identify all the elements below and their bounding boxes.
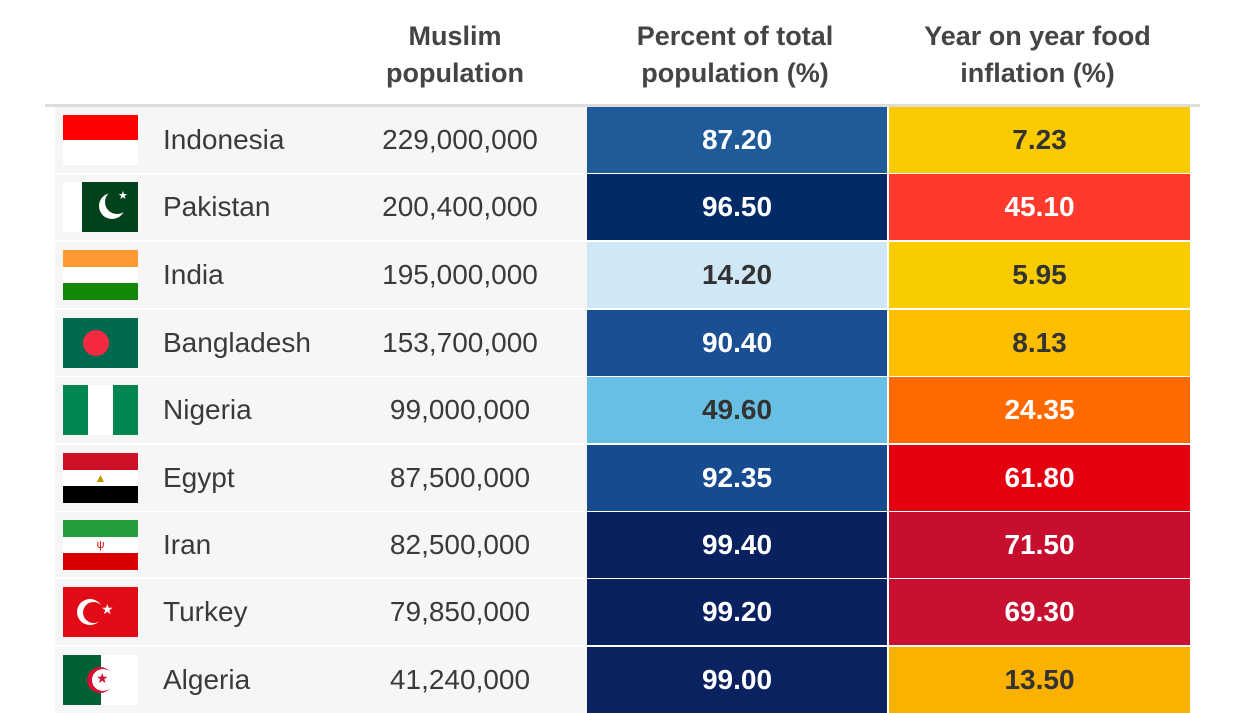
table-row: ★ Pakistan 200,400,000 96.50 45.10	[55, 174, 1190, 240]
bangladesh-flag-icon	[63, 318, 138, 368]
percent-cell: 96.50	[587, 174, 887, 240]
muslim-population: 87,500,000	[389, 462, 531, 493]
nigeria-flag-icon	[63, 385, 138, 435]
table-row: ★ Turkey 79,850,000 99.20 69.30	[55, 579, 1190, 645]
muslim-population: 200,400,000	[382, 191, 538, 222]
country-name: Egypt	[163, 462, 235, 493]
country-name: Algeria	[163, 664, 251, 695]
inflation-cell: 71.50	[889, 512, 1190, 578]
table-row: Nigeria 99,000,000 49.60 24.35	[55, 377, 1190, 443]
header-percent-of-total: Percent of total population (%)	[636, 21, 834, 88]
header-muslim-population: Muslim population	[386, 21, 524, 88]
percent-cell: 99.20	[587, 579, 887, 645]
turkey-flag-icon: ★	[63, 587, 138, 637]
header-divider	[45, 104, 1200, 107]
table-row: Indonesia 229,000,000 87.20 7.23	[55, 107, 1190, 173]
algeria-flag-icon: ★	[63, 655, 138, 705]
country-name: Indonesia	[163, 124, 285, 155]
inflation-cell: 8.13	[889, 310, 1190, 376]
percent-cell: 90.40	[587, 310, 887, 376]
row-background	[55, 512, 587, 578]
country-name: India	[163, 259, 224, 290]
egypt-flag-icon: ▲	[63, 453, 138, 503]
inflation-cell: 45.10	[889, 174, 1190, 240]
inflation-cell: 61.80	[889, 445, 1190, 511]
table-row: ★ Algeria 41,240,000 99.00 13.50	[55, 647, 1190, 713]
inflation-cell: 13.50	[889, 647, 1190, 713]
header-food-inflation: Year on year food inflation (%)	[924, 21, 1151, 88]
country-name: Pakistan	[163, 191, 271, 222]
percent-cell: 14.20	[587, 242, 887, 308]
percent-cell: 99.00	[587, 647, 887, 713]
percent-cell: 49.60	[587, 377, 887, 443]
inflation-cell: 5.95	[889, 242, 1190, 308]
muslim-population: 82,500,000	[389, 529, 531, 560]
table-row: India 195,000,000 14.20 5.95	[55, 242, 1190, 308]
country-name: Bangladesh	[163, 327, 311, 358]
row-background	[55, 445, 587, 511]
percent-cell: 92.35	[587, 445, 887, 511]
inflation-cell: 7.23	[889, 107, 1190, 173]
indonesia-flag-icon	[63, 115, 138, 165]
muslim-population: 195,000,000	[382, 259, 538, 290]
muslim-population: 99,000,000	[389, 394, 531, 425]
country-name: Nigeria	[163, 394, 252, 425]
india-flag-icon	[63, 250, 138, 300]
muslim-population: 79,850,000	[389, 596, 531, 627]
row-background	[55, 242, 587, 308]
row-background	[55, 174, 587, 240]
percent-cell: 87.20	[587, 107, 887, 173]
row-background	[55, 579, 587, 645]
inflation-cell: 69.30	[889, 579, 1190, 645]
row-background	[55, 310, 587, 376]
muslim-population: 229,000,000	[382, 124, 538, 155]
inflation-cell: 24.35	[889, 377, 1190, 443]
row-background	[55, 377, 587, 443]
country-name: Iran	[163, 529, 212, 560]
muslim-population: 41,240,000	[389, 664, 531, 695]
table-row: ψ Iran 82,500,000 99.40 71.50	[55, 512, 1190, 578]
percent-cell: 99.40	[587, 512, 887, 578]
muslim-population: 153,700,000	[382, 327, 538, 358]
iran-flag-icon: ψ	[63, 520, 138, 570]
country-name: Turkey	[163, 596, 248, 627]
row-background	[55, 107, 587, 173]
pakistan-flag-icon: ★	[63, 182, 138, 232]
table-row: Bangladesh 153,700,000 90.40 8.13	[55, 310, 1190, 376]
table-row: ▲ Egypt 87,500,000 92.35 61.80	[55, 445, 1190, 511]
